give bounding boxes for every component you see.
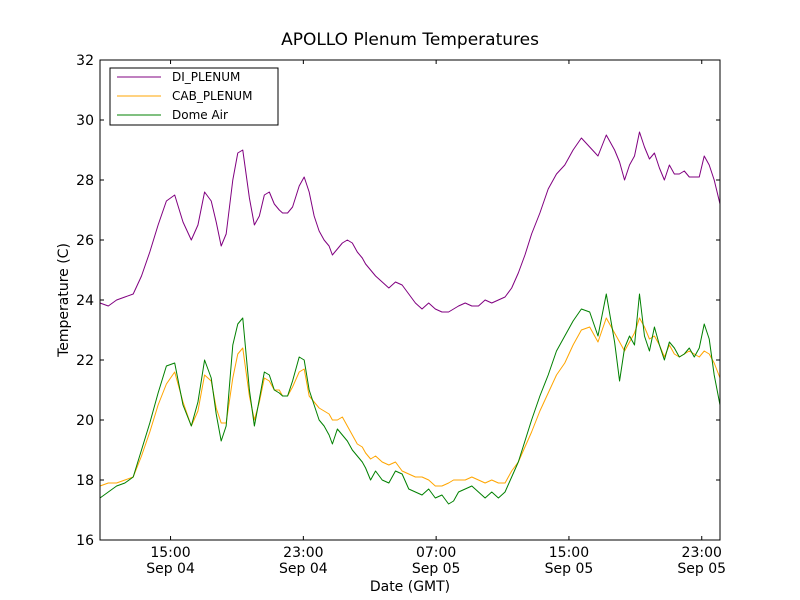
x-tick-label-time: 15:00 (150, 545, 190, 561)
y-tick-label: 22 (76, 353, 94, 369)
y-axis-label: Temperature (C) (56, 243, 72, 358)
series-line-dome-air (99, 293, 721, 505)
x-tick-label-time: 15:00 (549, 545, 589, 561)
x-tick-label-date: Sep 05 (545, 561, 594, 577)
x-tick-label-date: Sep 04 (146, 561, 195, 577)
x-tick-label-time: 07:00 (416, 545, 456, 561)
y-tick-label: 26 (76, 233, 94, 249)
y-tick-label: 30 (76, 113, 94, 129)
legend-label-cab-plenum: CAB_PLENUM (172, 89, 252, 103)
y-tick-label: 16 (76, 533, 94, 549)
x-tick-label-date: Sep 05 (677, 561, 726, 577)
legend-label-dome-air: Dome Air (172, 108, 228, 122)
y-tick-label: 20 (76, 413, 94, 429)
y-tick-label: 18 (76, 473, 94, 489)
x-tick-label-date: Sep 05 (412, 561, 461, 577)
x-tick-label-time: 23:00 (682, 545, 722, 561)
plot-frame (99, 59, 721, 541)
x-tick-label-date: Sep 04 (279, 561, 328, 577)
y-tick-label: 28 (76, 173, 94, 189)
x-tick-label-time: 23:00 (283, 545, 323, 561)
x-axis-label: Date (GMT) (370, 579, 450, 595)
series-layer (99, 131, 721, 505)
chart-title: APOLLO Plenum Temperatures (281, 30, 539, 50)
series-line-di-plenum (99, 131, 721, 313)
legend: DI_PLENUM CAB_PLENUM Dome Air (109, 67, 279, 126)
y-tick-label: 32 (76, 53, 94, 69)
legend-label-di-plenum: DI_PLENUM (172, 70, 240, 84)
y-tick-label: 24 (76, 293, 94, 309)
